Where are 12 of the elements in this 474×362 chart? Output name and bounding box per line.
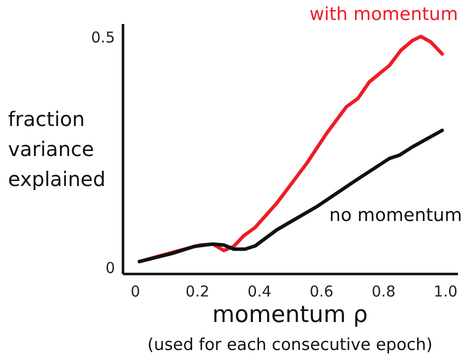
x-tick-label: 1.0 [434,282,458,301]
x-tick-label: 0.8 [372,282,396,301]
series-label: with momentum [310,4,458,25]
x-tick-label: 0.6 [310,282,334,301]
y-axis-title: fraction variance explained [8,107,106,191]
x-axis-title: momentum ρ [212,302,368,328]
text: (used for each consecutive epoch) [147,335,433,354]
x-tick-label: 0 [130,282,140,301]
x-tick-label: 0.4 [248,282,272,301]
y-tick-label: 0.5 [91,28,115,47]
series-label: no momentum [329,205,462,226]
x-tick-label: 0.2 [186,282,210,301]
